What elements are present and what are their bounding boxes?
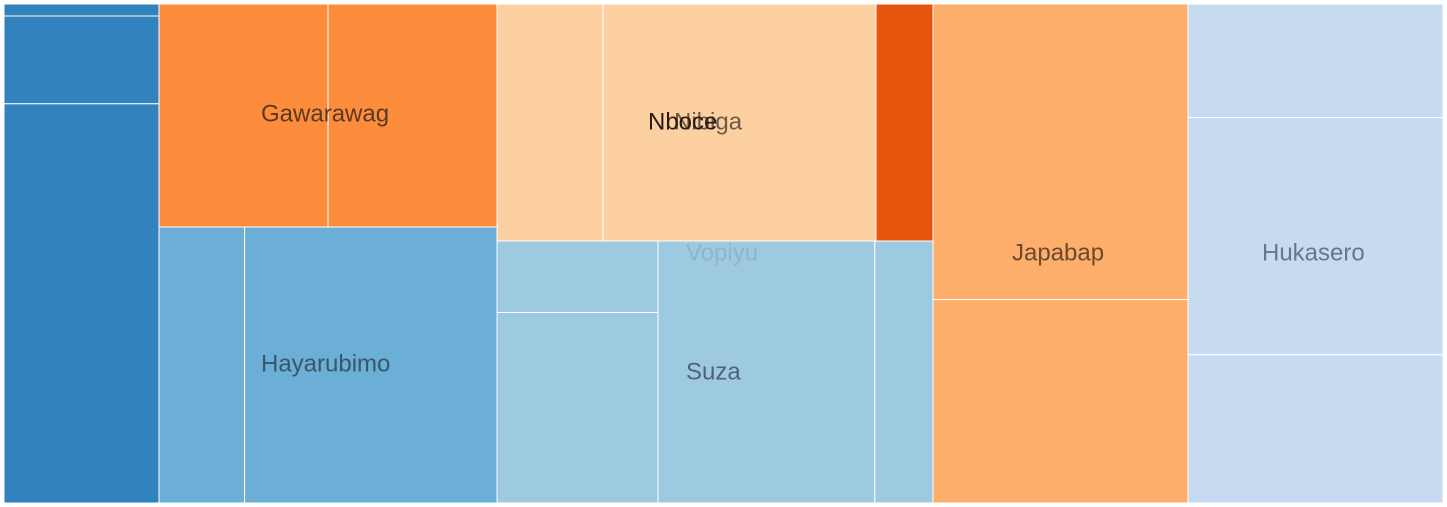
treemap-cell-nboce-0[interactable]	[875, 3, 934, 242]
treemap-cell-hukasero-1[interactable]	[1187, 117, 1444, 356]
treemap-cell-hayarubimo-0[interactable]	[158, 226, 246, 504]
treemap-cell-2[interactable]	[3, 103, 160, 504]
treemap-label-vopiyu: Vopiyu	[686, 239, 758, 266]
treemap-cell-suza-1[interactable]	[874, 240, 934, 504]
treemap-cell-hayarubimo-1[interactable]	[244, 226, 498, 504]
treemap-cell-nibiga-1[interactable]	[602, 3, 877, 242]
treemap-label-gawarawag: Gawarawag	[261, 100, 389, 127]
treemap-label-hayarubimo: Hayarubimo	[261, 350, 390, 377]
treemap-label-suza: Suza	[686, 358, 741, 385]
treemap-cell-gawarawag-1[interactable]	[327, 3, 498, 228]
treemap-label-japabap: Japabap	[1012, 239, 1104, 266]
treemap-cell-japabap-0[interactable]	[932, 3, 1189, 300]
treemap-label-nibiga: Nibiga	[674, 108, 743, 135]
treemap-cell-1[interactable]	[3, 15, 160, 105]
treemap-cell-hukasero-2[interactable]	[1187, 354, 1444, 504]
treemap-label-nboce: Nboce	[648, 108, 717, 135]
treemap-cell-vopiyu-0[interactable]	[496, 240, 659, 313]
treemap-cell-vopiyu-1[interactable]	[496, 312, 659, 504]
treemap-cell-hukasero-0[interactable]	[1187, 3, 1444, 119]
treemap-cell-gawarawag-0[interactable]	[158, 3, 329, 228]
treemap-label-hukasero: Hukasero	[1262, 239, 1365, 266]
treemap-cell-0[interactable]	[3, 3, 160, 17]
treemap-cell-nibiga-0[interactable]	[496, 3, 604, 242]
treemap-cell-japabap-1[interactable]	[932, 299, 1189, 504]
treemap-cell-suza-0[interactable]	[657, 240, 876, 504]
